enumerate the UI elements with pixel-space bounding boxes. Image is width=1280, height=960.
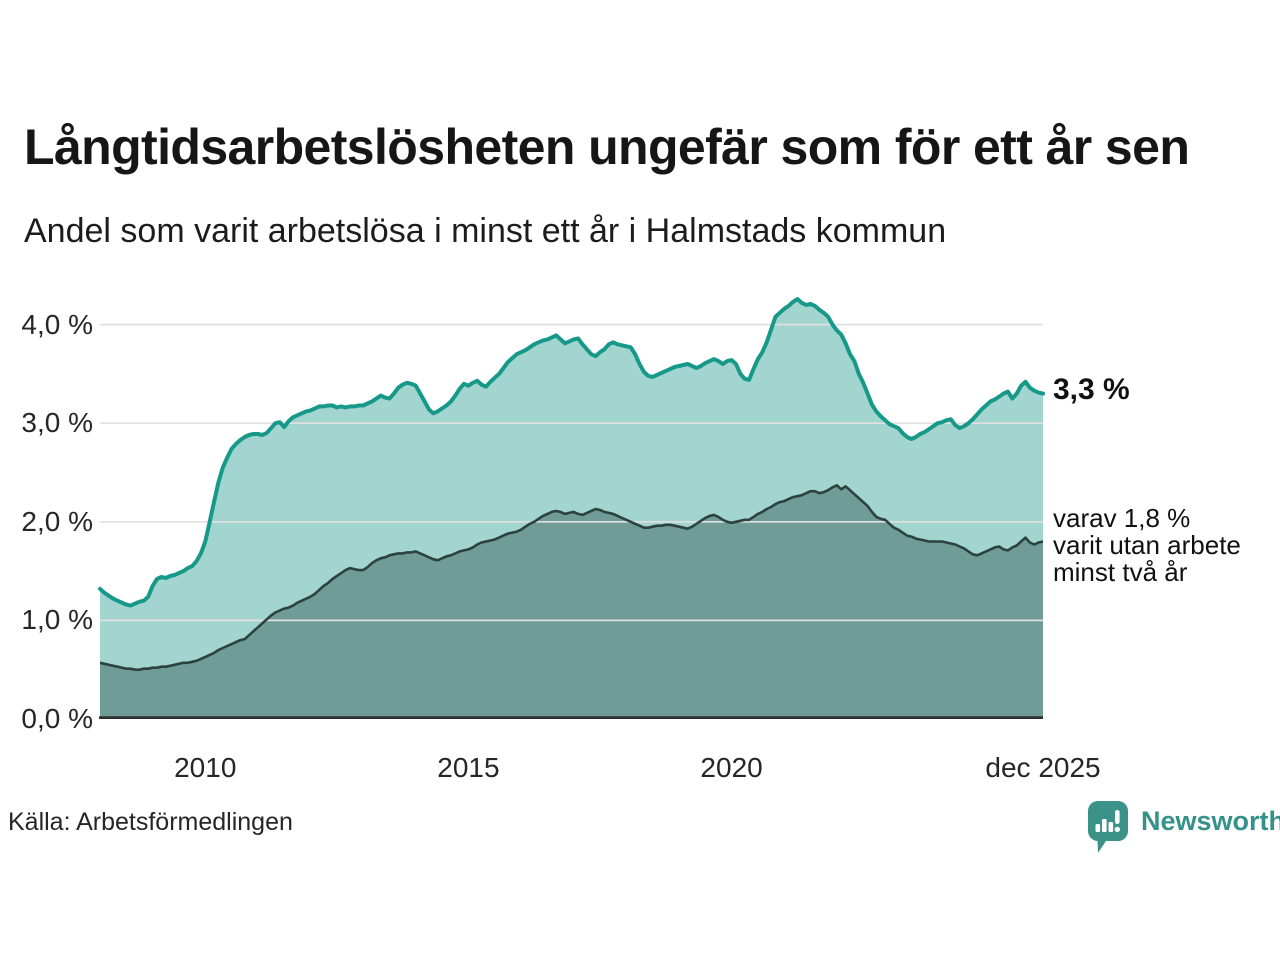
newsworthy-logo-icon xyxy=(1086,799,1130,860)
page-subtitle: Andel som varit arbetslösa i minst ett å… xyxy=(24,212,947,250)
x-tick-label: 2020 xyxy=(700,752,763,783)
y-tick-label: 0,0 % xyxy=(21,703,93,734)
x-tick-label: 2010 xyxy=(174,752,237,783)
x-tick-label: 2015 xyxy=(437,752,500,783)
x-tick-label: dec 2025 xyxy=(985,752,1101,783)
y-tick-label: 3,0 % xyxy=(21,407,93,439)
y-tick-label: 1,0 % xyxy=(21,604,93,636)
total-line xyxy=(98,297,1045,608)
total-series-end-label: 3,3 % xyxy=(1053,373,1130,406)
newsworthy-logo: Newsworthy xyxy=(1086,799,1280,860)
source-text: Källa: Arbetsförmedlingen xyxy=(8,808,293,836)
y-tick-label: 4,0 % xyxy=(21,308,93,340)
page-title: Långtidsarbetslösheten ungefär som för e… xyxy=(24,119,1190,175)
two-year-area-fill xyxy=(100,485,1043,719)
newsworthy-brand-name: Newsworthy xyxy=(1141,806,1280,836)
y-tick-label: 2,0 % xyxy=(21,505,93,537)
two-year-line xyxy=(99,484,1044,671)
two-year-series-end-label: varav 1,8 % varit utan arbete minst två … xyxy=(1053,503,1241,587)
